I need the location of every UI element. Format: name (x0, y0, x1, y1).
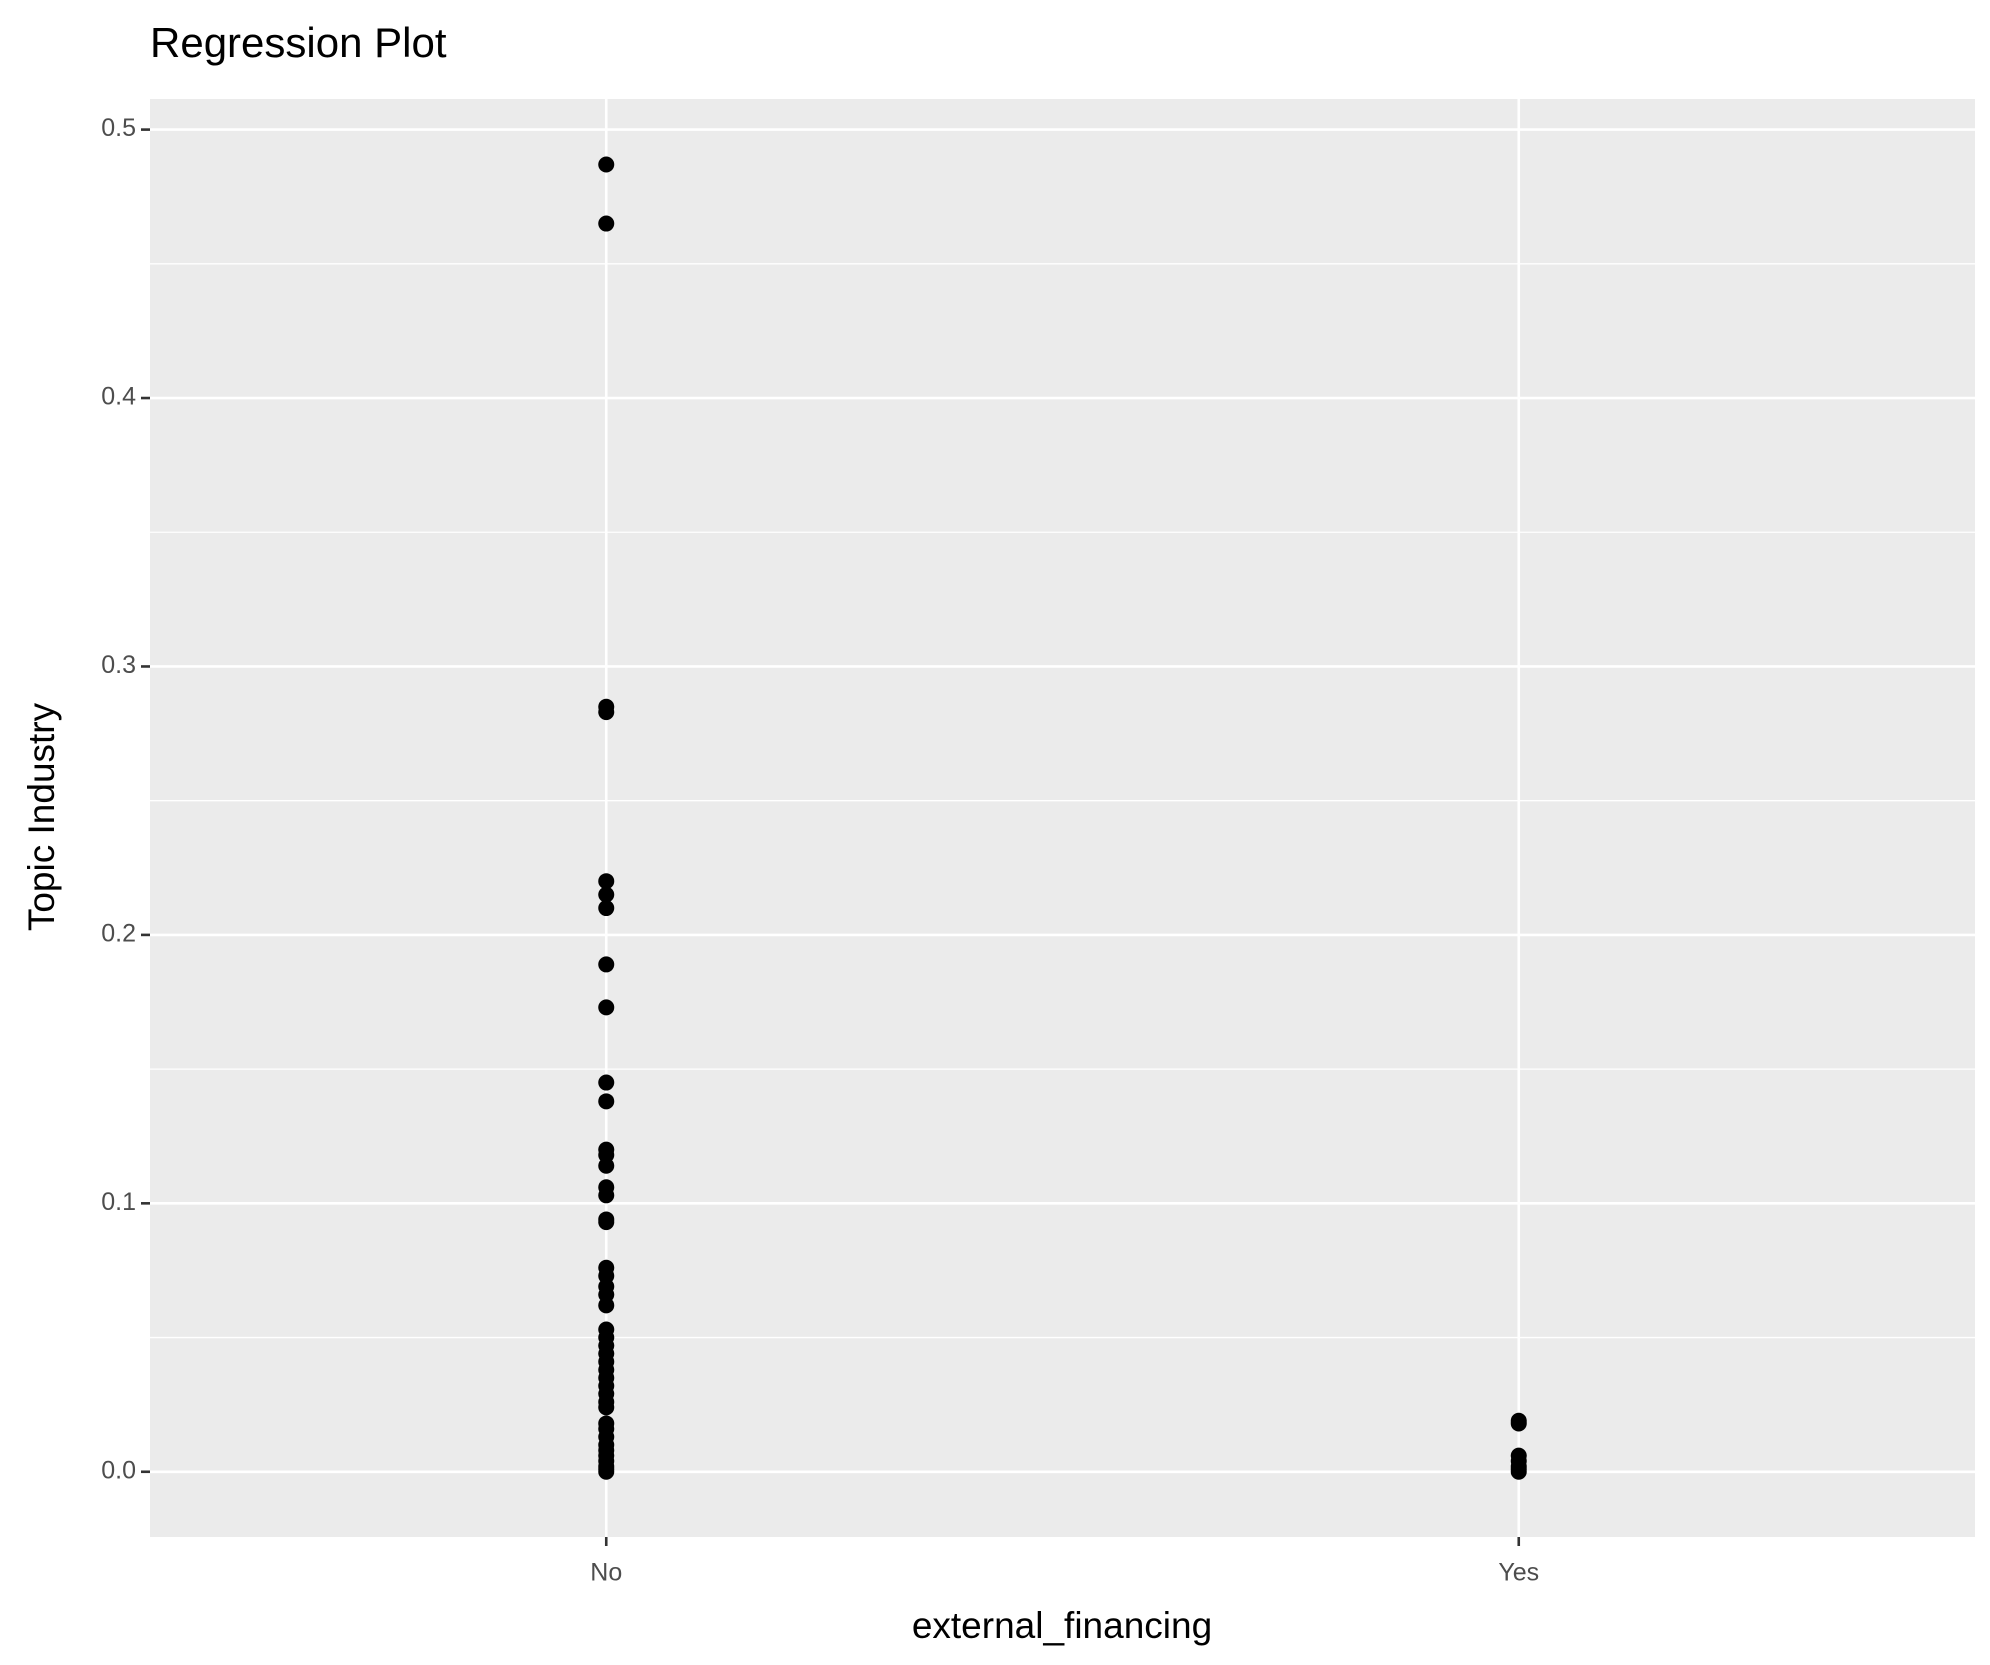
point (598, 1074, 615, 1091)
point (598, 704, 615, 721)
y-tick-label: 0.5 (101, 114, 136, 142)
y-tick-label: 0.3 (101, 651, 136, 679)
y-tick-label: 0.1 (101, 1188, 136, 1216)
point (598, 156, 615, 173)
x-tick-label: No (590, 1559, 622, 1587)
point (598, 886, 615, 903)
y-tick-label: 0.2 (101, 920, 136, 948)
point (598, 1214, 615, 1231)
point (1510, 1463, 1527, 1480)
x-tick-label: Yes (1498, 1559, 1539, 1587)
point (598, 1157, 615, 1174)
y-tick-label: 0.0 (101, 1456, 136, 1484)
point (598, 956, 615, 973)
y-axis-title: Topic Industry (21, 702, 62, 931)
chart-title: Regression Plot (150, 19, 447, 66)
point (598, 1297, 615, 1314)
point (1510, 1415, 1527, 1432)
plot-panel (150, 99, 1975, 1537)
point (598, 1093, 615, 1110)
point (598, 873, 615, 890)
point (598, 1399, 615, 1416)
point (598, 900, 615, 917)
y-tick-label: 0.4 (101, 383, 136, 411)
point (598, 215, 615, 232)
x-axis-title: external_financing (912, 1605, 1212, 1646)
point (598, 999, 615, 1016)
point (598, 1187, 615, 1204)
point (598, 1463, 615, 1480)
